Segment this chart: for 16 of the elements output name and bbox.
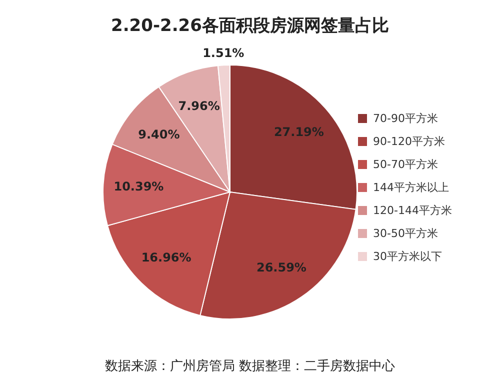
data-label: 1.51% xyxy=(202,46,244,60)
legend-label: 70-90平方米 xyxy=(373,110,438,126)
legend-label: 30-50平方米 xyxy=(373,226,438,240)
legend-label: 90-120平方米 xyxy=(373,134,445,148)
legend-label: 30平方米以下 xyxy=(373,248,442,264)
data-label: 27.19% xyxy=(274,124,324,139)
data-label: 7.96% xyxy=(178,98,220,113)
legend-label: 120-144平方米 xyxy=(373,202,452,218)
data-label: 16.96% xyxy=(141,250,192,265)
chart-title: 2.20-2.26各面积段房源网签量占比 xyxy=(110,15,390,37)
legend-label: 144平方米以上 xyxy=(373,180,450,194)
legend-label: 50-70平方米 xyxy=(373,156,438,172)
source-note: 数据来源：广州房管局 数据整理：二手房数据中心 xyxy=(104,358,396,375)
data-label: 26.59% xyxy=(256,260,306,275)
data-label: 10.39% xyxy=(114,180,164,194)
data-label: 9.40% xyxy=(138,127,180,142)
